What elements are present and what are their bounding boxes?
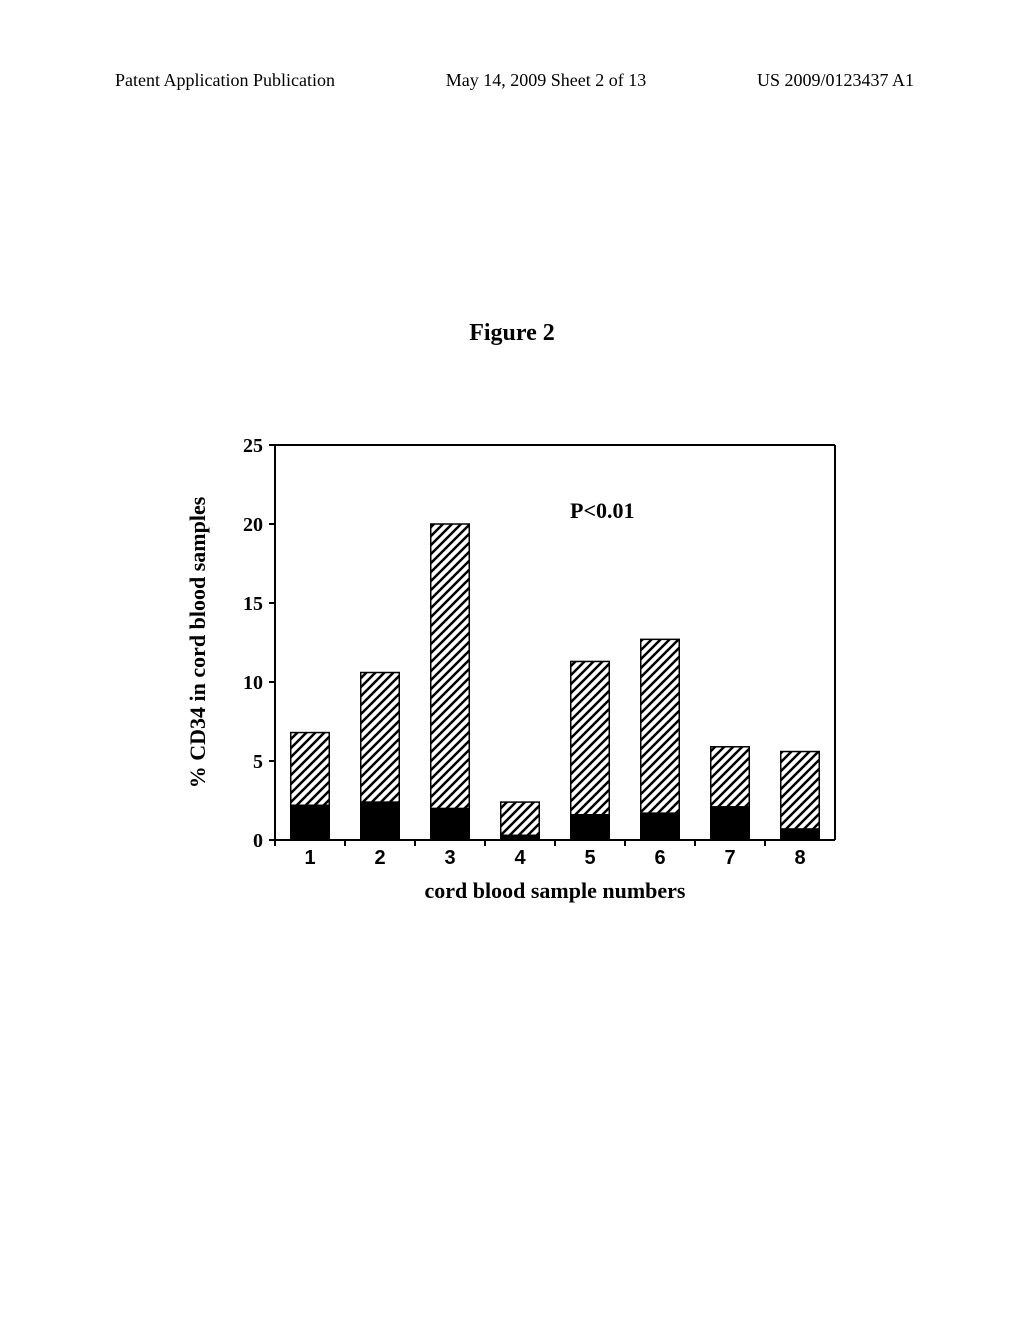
svg-text:10: 10 (243, 672, 263, 694)
svg-text:5: 5 (584, 847, 595, 869)
bar-segment (361, 802, 400, 840)
svg-text:2: 2 (374, 847, 385, 869)
p-value-annotation: P<0.01 (570, 498, 634, 524)
header-center: May 14, 2009 Sheet 2 of 13 (446, 70, 646, 91)
bar-segment (571, 661, 610, 814)
svg-text:25: 25 (243, 435, 263, 457)
svg-text:8: 8 (794, 847, 805, 869)
bar-segment (711, 807, 750, 840)
svg-text:6: 6 (654, 847, 665, 869)
svg-text:20: 20 (243, 514, 263, 536)
svg-text:0: 0 (253, 830, 263, 852)
header-right: US 2009/0123437 A1 (757, 70, 914, 91)
chart-svg: 0 5 10 15 20 25 1 2 3 4 5 6 7 8 % CD34 in cord blood s… (160, 420, 860, 930)
bar-chart: 0 5 10 15 20 25 1 2 3 4 5 6 7 8 % CD34 in cord blood s… (160, 420, 860, 930)
svg-text:3: 3 (444, 847, 455, 869)
bar-segment (641, 639, 680, 813)
x-axis-label: cord blood sample numbers (425, 878, 686, 903)
svg-text:15: 15 (243, 593, 263, 615)
bar-segment (291, 733, 330, 806)
bar-segment (641, 813, 680, 840)
svg-text:1: 1 (304, 847, 315, 869)
bar-segment (711, 747, 750, 807)
bar-segment (431, 524, 470, 808)
bar-segment (781, 752, 820, 829)
bar-segment (431, 808, 470, 840)
svg-text:5: 5 (253, 751, 263, 773)
bar-segment (571, 815, 610, 840)
page-header: Patent Application Publication May 14, 2… (0, 70, 1024, 91)
bar-segment (501, 802, 540, 835)
y-axis-label: % CD34 in cord blood samples (185, 496, 210, 788)
header-left: Patent Application Publication (115, 70, 335, 91)
figure-title: Figure 2 (0, 320, 1024, 347)
bar-segment (781, 829, 820, 840)
svg-text:7: 7 (724, 847, 735, 869)
svg-text:4: 4 (514, 847, 526, 869)
bar-segment (291, 805, 330, 840)
bar-segment (361, 673, 400, 803)
